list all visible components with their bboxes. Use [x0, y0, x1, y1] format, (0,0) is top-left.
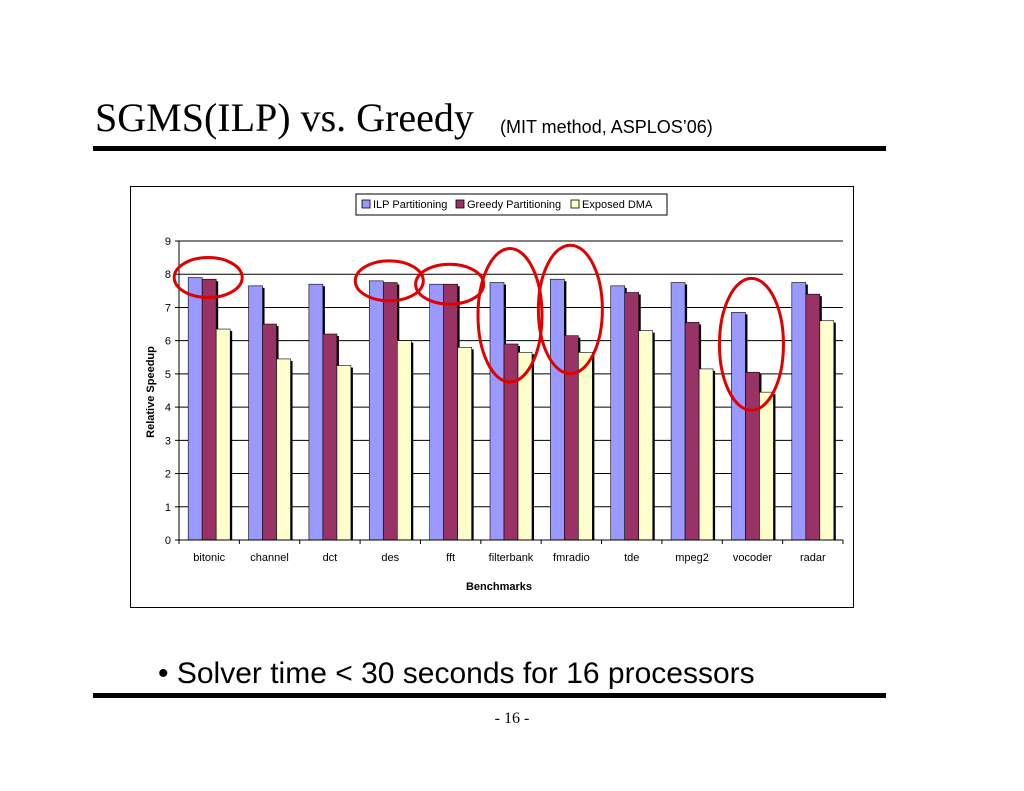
- bar-dct-ilp: [308, 283, 324, 541]
- bar-radar-dma: [819, 320, 835, 541]
- highlight-oval: [476, 247, 544, 384]
- bar-fmradio-dma: [578, 351, 593, 541]
- bar-channel-dma: [276, 358, 291, 541]
- highlight-oval: [717, 276, 785, 412]
- bar-fft-greedy: [443, 283, 458, 541]
- x-tick-label: vocoder: [733, 552, 772, 564]
- bar-fmradio-greedy: [564, 335, 579, 541]
- legend-swatch: [570, 199, 580, 209]
- y-tick-label: 7: [165, 302, 171, 314]
- highlight-oval: [414, 262, 486, 306]
- page-number: - 16 -: [494, 710, 530, 727]
- bar-mpeg2-ilp: [670, 282, 686, 541]
- x-tick-label: radar: [800, 552, 826, 564]
- title-main: SGMS(ILP) vs. Greedy: [95, 95, 474, 140]
- bar-bitonic-ilp: [187, 277, 203, 541]
- bar-tde-greedy: [624, 292, 640, 541]
- bar-radar-ilp: [791, 282, 807, 541]
- y-tick-label: 5: [165, 369, 171, 381]
- bar-fft-ilp: [429, 283, 444, 541]
- bar-channel-greedy: [262, 323, 277, 541]
- bar-channel-ilp: [248, 285, 263, 541]
- legend-label: Greedy Partitioning: [467, 199, 561, 211]
- bar-vocoder-greedy: [745, 371, 760, 541]
- bar-chart: 0 1 2 3 4 5 6 7 8 9 bitonic channel dct des fft filterb…: [145, 193, 844, 593]
- bar-dct-dma: [336, 365, 352, 541]
- bar-bitonic-dma: [215, 328, 231, 541]
- legend-swatch: [455, 199, 465, 209]
- x-tick-label: fft: [446, 552, 455, 564]
- bar-fft-dma: [457, 347, 472, 541]
- highlight-oval: [353, 259, 425, 303]
- legend-label: Exposed DMA: [582, 199, 653, 211]
- bar-filterbank-ilp: [489, 282, 505, 541]
- bar-des-ilp: [368, 280, 384, 541]
- y-tick-label: 3: [165, 435, 171, 447]
- bar-fmradio-ilp: [550, 278, 565, 541]
- x-tick-label: des: [381, 552, 399, 564]
- bar-tde-dma: [638, 330, 654, 541]
- x-tick-label: tde: [624, 552, 639, 564]
- bar-bitonic-greedy: [201, 278, 217, 541]
- x-tick-label: mpeg2: [675, 552, 709, 564]
- x-axis-title: Benchmarks: [466, 581, 532, 593]
- bar-vocoder-dma: [759, 391, 774, 541]
- y-tick-label: 1: [165, 502, 171, 514]
- bar-tde-ilp: [610, 285, 626, 541]
- bar-dct-greedy: [322, 333, 338, 541]
- bar-des-dma: [396, 340, 412, 541]
- chart-frame: 0 1 2 3 4 5 6 7 8 9 bitonic channel dct des fft filterb…: [130, 186, 854, 608]
- y-axis-title: Relative Speedup: [145, 346, 157, 438]
- title-subtitle: (MIT method, ASPLOS’06): [500, 117, 713, 137]
- bar-vocoder-ilp: [731, 312, 746, 541]
- x-tick-label: bitonic: [193, 552, 225, 564]
- highlight-oval: [172, 256, 244, 300]
- y-tick-label: 9: [165, 236, 171, 248]
- legend-box: [355, 193, 668, 216]
- bullet-text: • Solver time < 30 seconds for 16 proces…: [158, 657, 755, 690]
- y-tick-label: 8: [165, 269, 171, 281]
- x-tick-label: channel: [250, 552, 289, 564]
- x-tick-label: filterbank: [489, 552, 534, 564]
- legend-swatch: [361, 199, 371, 209]
- y-tick-label: 4: [165, 402, 171, 414]
- bar-radar-greedy: [805, 293, 821, 541]
- bar-mpeg2-greedy: [684, 322, 700, 541]
- bar-mpeg2-dma: [698, 368, 714, 541]
- x-tick-label: fmradio: [553, 552, 590, 564]
- y-tick-label: 0: [165, 535, 171, 547]
- slide-title: SGMS(ILP) vs. Greedy (MIT method, ASPLOS…: [95, 96, 885, 148]
- footer-rule: [93, 693, 886, 698]
- y-tick-label: 2: [165, 469, 171, 481]
- y-tick-label: 6: [165, 336, 171, 348]
- highlight-oval: [536, 243, 604, 376]
- x-tick-label: dct: [323, 552, 338, 564]
- bar-filterbank-greedy: [503, 343, 519, 541]
- title-rule: [93, 146, 886, 151]
- legend-label: ILP Partitioning: [373, 199, 447, 211]
- bar-des-greedy: [382, 282, 398, 541]
